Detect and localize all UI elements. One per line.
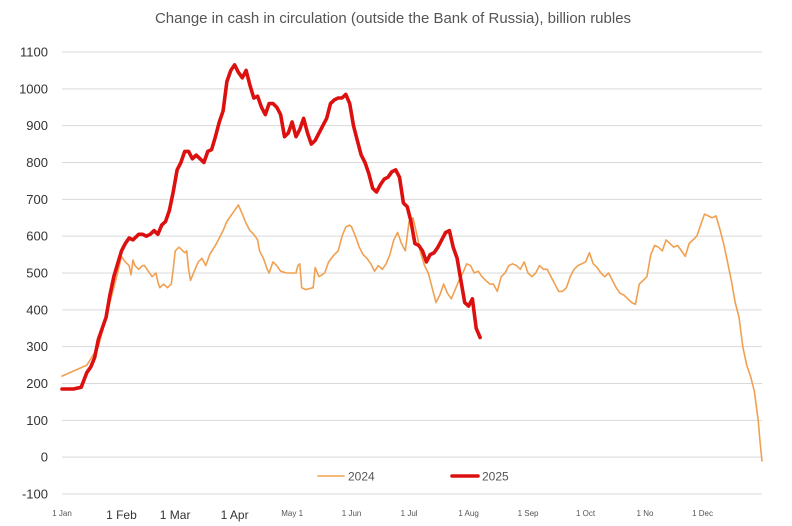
y-tick-label: 900 bbox=[26, 118, 48, 133]
grid-lines bbox=[62, 51, 762, 495]
x-tick-label: 1 Jan bbox=[52, 509, 72, 518]
x-axis-ticks: 1 Jan 1 Feb 1 Mar 1 Apr May 1 1 Jun 1 Jul 1 Aug… bbox=[52, 508, 713, 522]
y-tick-label: 200 bbox=[26, 376, 48, 391]
chart-title: Change in cash in circulation (outside t… bbox=[155, 10, 631, 27]
y-tick-label: 700 bbox=[26, 192, 48, 207]
y-tick-label: 1000 bbox=[19, 81, 48, 96]
x-tick-label: 1 Sep bbox=[518, 509, 539, 518]
x-tick-label: 1 Jun bbox=[342, 509, 362, 518]
y-tick-label: 400 bbox=[26, 302, 48, 317]
x-tick-label: 1 Oct bbox=[576, 509, 596, 518]
x-tick-label: 1 Aug bbox=[458, 509, 478, 518]
legend: 2024 2025 bbox=[317, 470, 509, 484]
legend-label-2025: 2025 bbox=[482, 470, 509, 484]
y-tick-label: 100 bbox=[26, 413, 48, 428]
x-tick-label: 1 Dec bbox=[692, 509, 713, 518]
x-tick-label: May 1 bbox=[281, 509, 303, 518]
y-tick-label: 0 bbox=[41, 450, 48, 465]
y-axis-ticks: -100 0 100 200 300 400 500 600 700 800 900 1000 1100 bbox=[19, 45, 48, 502]
y-tick-label: 1100 bbox=[20, 45, 48, 60]
y-tick-label: 300 bbox=[26, 339, 48, 354]
x-tick-label: 1 Apr bbox=[221, 508, 249, 522]
legend-label-2024: 2024 bbox=[348, 470, 375, 484]
y-tick-label: 500 bbox=[26, 266, 48, 281]
series-line-2024 bbox=[61, 204, 763, 462]
x-tick-label: 1 Feb bbox=[106, 508, 137, 522]
x-tick-label: 1 Jul bbox=[401, 509, 418, 518]
series-lines bbox=[60, 63, 763, 462]
y-tick-label: -100 bbox=[22, 487, 48, 502]
x-tick-label: 1 Mar bbox=[160, 508, 191, 522]
series-line-2025 bbox=[60, 63, 482, 391]
y-tick-label: 800 bbox=[26, 155, 48, 170]
x-tick-label: 1 No bbox=[637, 509, 654, 518]
y-tick-label: 600 bbox=[26, 229, 48, 244]
